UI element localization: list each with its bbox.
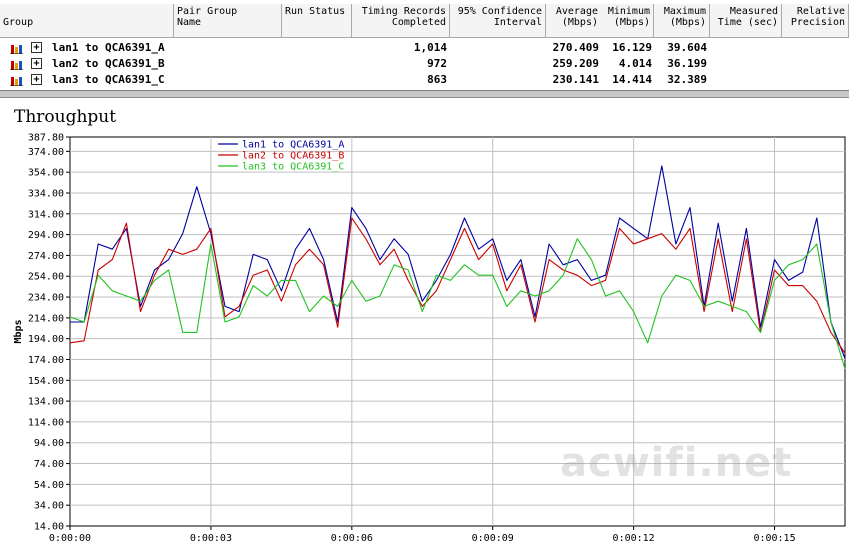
y-tick-label: 294.00 [28, 230, 64, 241]
column-header-line: (Mbps) [561, 17, 598, 28]
average-value: 270.409 [552, 41, 599, 54]
y-tick-label: 374.00 [28, 147, 64, 158]
maximum-value: 39.604 [667, 41, 707, 54]
y-tick-label: 174.00 [28, 355, 64, 366]
records-value: 863 [427, 73, 447, 86]
y-tick-label: 114.00 [28, 417, 64, 428]
series-line [70, 165, 846, 359]
x-tick-label: 0:00:12 [613, 533, 655, 544]
column-header[interactable]: Group [0, 4, 174, 38]
chart-title: Throughput [14, 107, 117, 127]
column-header[interactable]: Relative Precision [782, 4, 849, 38]
x-tick-label: 0:00:00 [49, 533, 91, 544]
column-header-line: Name [177, 17, 202, 28]
y-tick-label: 254.00 [28, 272, 64, 283]
maximum-value: 32.389 [667, 73, 707, 86]
column-header-line: Completed [391, 17, 446, 28]
average-value: 230.141 [552, 73, 599, 86]
column-header-line: Maximum [663, 6, 706, 17]
column-header-line: 95% Confidence [457, 6, 542, 17]
bar-chart-icon [10, 77, 23, 86]
column-header-line: Group [3, 17, 34, 28]
column-header[interactable]: Pair Group Name [174, 4, 282, 38]
y-tick-label: 134.00 [28, 397, 64, 408]
y-tick-label: 274.00 [28, 251, 64, 262]
throughput-chart: 387.80 374.00 354.00 334.00 314.00 294.00 274.… [13, 133, 846, 544]
x-tick-label: 0:00:06 [331, 533, 373, 544]
column-header-line: (Mbps) [669, 17, 706, 28]
y-tick-label: 334.00 [28, 188, 64, 199]
y-tick-label: 234.00 [28, 293, 64, 304]
expand-icon[interactable]: + [31, 58, 42, 69]
bar-chart-icon [10, 45, 23, 54]
column-header[interactable]: Average (Mbps) [546, 4, 602, 38]
y-tick-label: 214.00 [28, 313, 64, 324]
plot-area [69, 136, 846, 527]
table-row[interactable]: + lan3 to QCA6391_C 863 230.141 14.414 32.389 [0, 72, 849, 88]
column-header-line: Interval [493, 17, 542, 28]
y-tick-label: 387.80 [28, 133, 64, 144]
column-header[interactable]: Measured Time (sec) [710, 4, 782, 38]
x-tick-label: 0:00:03 [190, 533, 232, 544]
watermark: acwifi.net [560, 440, 793, 486]
minimum-value: 4.014 [618, 57, 652, 70]
pair-name: lan1 to QCA6391_A [52, 41, 165, 54]
x-tick-label: 0:00:09 [472, 533, 514, 544]
column-header-line: Timing Records [361, 6, 446, 17]
column-header[interactable]: Minimum (Mbps) [600, 4, 654, 38]
average-value: 259.209 [552, 57, 599, 70]
column-header-line: Average [555, 6, 598, 17]
column-header[interactable]: Run Status [282, 4, 352, 38]
legend-entry: lan2 to QCA6391_B [242, 151, 344, 162]
y-tick-label: 354.00 [28, 168, 64, 179]
column-header-line: Measured [729, 6, 778, 17]
column-header-line: Minimum [607, 6, 650, 17]
y-axis-label: Mbps [13, 319, 24, 343]
y-tick-label: 314.00 [28, 209, 64, 220]
expand-icon[interactable]: + [31, 42, 42, 53]
table-row[interactable]: + lan1 to QCA6391_A 1,014 270.409 16.129 39.6… [0, 40, 849, 56]
minimum-value: 16.129 [612, 41, 652, 54]
pair-name: lan2 to QCA6391_B [52, 57, 165, 70]
results-table: Group Pair Group Name Run Status Timing Reco… [0, 0, 849, 90]
column-header[interactable]: Timing Records Completed [352, 4, 450, 38]
column-header-line: (Mbps) [613, 17, 650, 28]
maximum-value: 36.199 [667, 57, 707, 70]
legend-entry: lan1 to QCA6391_A [242, 140, 344, 151]
y-tick-label: 14.00 [34, 522, 64, 533]
records-value: 972 [427, 57, 447, 70]
pane-splitter[interactable] [0, 90, 849, 98]
pair-name: lan3 to QCA6391_C [52, 73, 165, 86]
column-header[interactable]: 95% Confidence Interval [450, 4, 546, 38]
x-tick-label: 0:00:15 [753, 533, 795, 544]
table-row[interactable]: + lan2 to QCA6391_B 972 259.209 4.014 36.199 [0, 56, 849, 72]
column-header-line: Pair Group [177, 6, 238, 17]
column-header-line: Time (sec) [717, 17, 778, 28]
column-header-line: Precision [790, 17, 845, 28]
y-tick-label: 154.00 [28, 376, 64, 387]
y-tick-label: 94.00 [34, 438, 64, 449]
column-header-line: Relative [796, 6, 845, 17]
minimum-value: 14.414 [612, 73, 652, 86]
expand-icon[interactable]: + [31, 74, 42, 85]
y-tick-label: 34.00 [34, 501, 64, 512]
series-line [69, 217, 846, 354]
records-value: 1,014 [413, 41, 447, 54]
y-tick-label: 54.00 [34, 480, 64, 491]
y-tick-label: 74.00 [34, 459, 64, 470]
legend-entry: lan3 to QCA6391_C [242, 162, 344, 173]
bar-chart-icon [10, 61, 23, 70]
series-line [69, 238, 846, 370]
column-header-line: Run Status [285, 6, 346, 17]
column-header[interactable]: Maximum (Mbps) [654, 4, 710, 38]
y-tick-label: 194.00 [28, 334, 64, 345]
